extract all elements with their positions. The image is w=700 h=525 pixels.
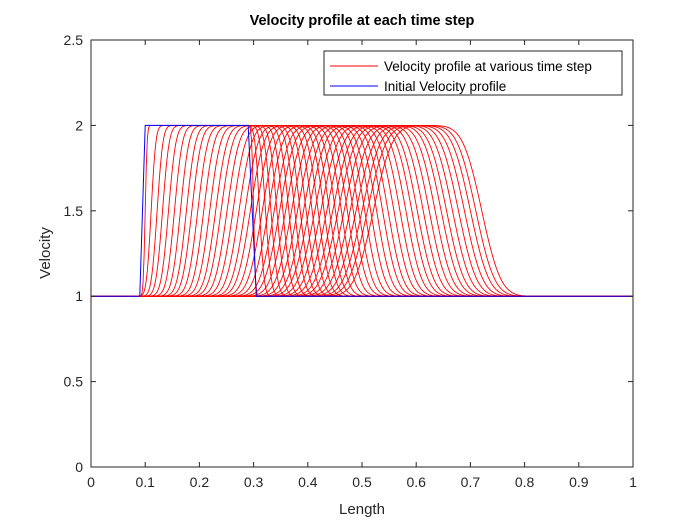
legend-entry-various-time-step: Velocity profile at various time step [384,59,592,74]
x-tick-label: 0.1 [135,474,155,490]
legend-entry-initial-profile: Initial Velocity profile [384,79,506,94]
y-tick-label: 1 [75,288,83,304]
y-tick-label: 0 [75,459,83,475]
axes-box [90,39,634,468]
x-tick-label: 0.5 [352,474,372,490]
y-axis-label: Velocity [37,227,54,279]
x-tick-label: 0.4 [298,474,318,490]
y-tick-label: 0.5 [64,374,84,390]
chart-title: Velocity profile at each time step [250,13,475,29]
velocity-profile-step-37 [91,124,633,297]
axis-ticks: 0 0.1 0.2 0.3 0.4 0.5 0.6 0.7 0.8 0.9 1 0 0.5 1 1.5 2 2.… [64,32,638,490]
initial-velocity-profile [91,124,633,297]
x-tick-label: 1 [629,474,637,490]
x-tick-label: 0 [87,474,95,490]
x-tick-label: 0.2 [190,474,210,490]
x-tick-label: 0.9 [569,474,589,490]
x-axis-label: Length [339,501,385,518]
x-tick-label: 0.8 [515,474,535,490]
x-tick-label: 0.3 [244,474,264,490]
x-tick-label: 0.7 [461,474,481,490]
plot-lines [91,124,633,297]
legend-box [323,50,623,96]
y-tick-label: 1.5 [64,203,84,219]
x-tick-label: 0.6 [406,474,426,490]
y-tick-label: 2 [75,117,83,133]
legend: Velocity profile at various time step In… [323,50,623,96]
y-tick-label: 2.5 [64,32,84,48]
